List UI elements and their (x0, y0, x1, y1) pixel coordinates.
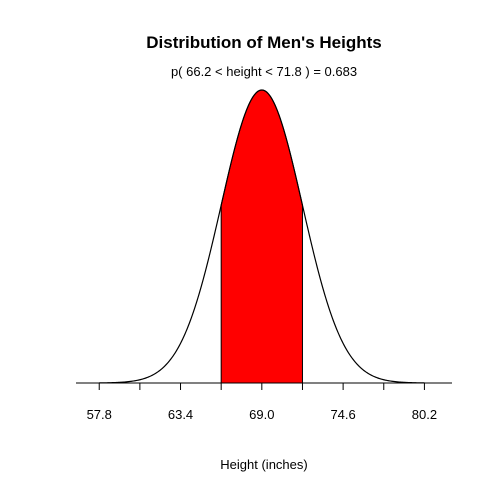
x-axis: 57.8 63.4 69.0 74.6 80.2 (76, 382, 452, 422)
chart-title: Distribution of Men's Heights (146, 33, 381, 52)
x-tick-label: 63.4 (168, 407, 193, 422)
plot-area (99, 89, 425, 384)
shaded-probability-region (220, 89, 303, 384)
x-tick-label: 74.6 (330, 407, 355, 422)
x-tick-label: 57.8 (87, 407, 112, 422)
density-curve (99, 89, 425, 384)
x-tick-label: 69.0 (249, 407, 274, 422)
x-axis-label: Height (inches) (220, 457, 307, 472)
chart-subtitle: p( 66.2 < height < 71.8 ) = 0.683 (171, 64, 357, 79)
x-tick-label: 80.2 (412, 407, 437, 422)
